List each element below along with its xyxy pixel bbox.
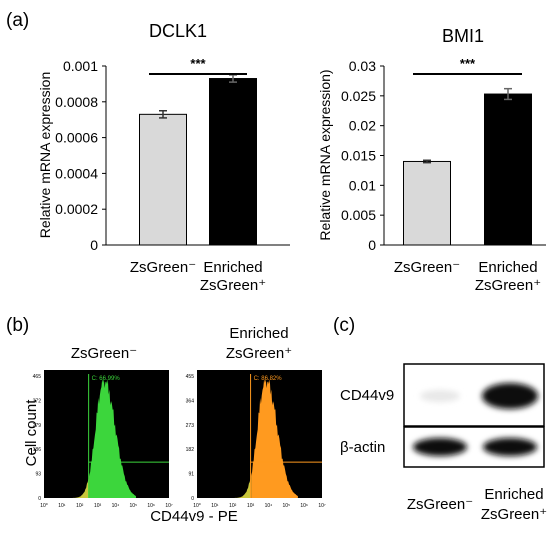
flow-y-tick-label: 182 — [186, 447, 195, 453]
x-tick-label: Enriched — [203, 259, 262, 276]
significance-label: *** — [460, 56, 476, 71]
bar — [209, 78, 257, 246]
flow-title: Enriched — [229, 325, 288, 342]
flow-histogram-enriched-zsgreen-positive: Enriched ZsGreen⁺ C: 86.82% 0 91 182 273 364 455… — [186, 325, 326, 509]
cd44v9-band-enriched — [482, 383, 538, 409]
flow-histogram-ungated — [71, 474, 90, 498]
flow-y-tick-label: 91 — [188, 472, 194, 478]
y-tick-label: 0.0008 — [55, 94, 98, 110]
blot-row-label: β-actin — [340, 439, 385, 456]
y-axis-label: Relative mRNA expression) — [317, 69, 333, 240]
x-tick-label: Enriched — [478, 259, 537, 276]
x-tick-label: ZsGreen⁺ — [200, 277, 266, 294]
flow-y-tick-label: 372 — [33, 398, 42, 404]
blot-lane-label: ZsGreen⁻ — [407, 496, 473, 513]
flow-x-tick-label: 10⁰ — [193, 503, 201, 509]
x-tick-label: ZsGreen⁻ — [394, 259, 460, 276]
blot-lane-label: ZsGreen⁺ — [481, 506, 547, 523]
flow-x-tick-label: 10³ — [94, 503, 102, 509]
y-tick-label: 0.025 — [341, 88, 376, 104]
flow-x-tick-label: 10⁴ — [112, 503, 120, 509]
bmi1-bar-chart: BMI1 Relative mRNA expression) 0 0.005 0.01 0… — [317, 26, 546, 294]
flow-histogram-gated — [251, 378, 298, 498]
panel-label-c: (c) — [333, 315, 355, 336]
y-axis-label: Relative mRNA expression — [37, 72, 53, 239]
gate-percentage-label: C: 66.99% — [92, 376, 121, 382]
bar — [484, 93, 532, 246]
gate-percentage-label: C: 86.82% — [254, 376, 283, 382]
flow-x-axis-label: CD44v9 - PE — [150, 508, 238, 525]
flow-cytometry-panel: Cell count CD44v9 - PE ZsGreen⁻ C: 66.99%… — [23, 325, 326, 525]
flow-y-tick-label: 186 — [33, 447, 42, 453]
significance-label: *** — [190, 56, 206, 71]
flow-y-tick-label: 465 — [33, 374, 42, 380]
flow-x-tick-label: 10⁴ — [265, 503, 273, 509]
flow-x-tick-label: 10⁰ — [40, 503, 48, 509]
flow-y-tick-label: 364 — [186, 398, 195, 404]
y-tick-label: 0.005 — [341, 207, 376, 223]
y-tick-label: 0.001 — [63, 58, 98, 74]
flow-y-axis-label: Cell count — [23, 399, 40, 467]
panel-label-a: (a) — [6, 10, 29, 31]
bar — [139, 113, 187, 246]
x-tick-label: ZsGreen⁺ — [475, 277, 541, 294]
y-tick-label: 0.015 — [341, 148, 376, 164]
flow-x-tick-label: 10⁶ — [147, 503, 155, 509]
y-tick-label: 0.0002 — [55, 201, 98, 217]
x-tick-label: ZsGreen⁻ — [130, 259, 196, 276]
actin-band-enriched — [483, 438, 537, 456]
flow-y-tick-label: 455 — [186, 374, 195, 380]
flow-x-tick-label: 10⁵ — [129, 503, 137, 509]
flow-x-tick-label: 10¹ — [58, 503, 66, 509]
chart-title: BMI1 — [442, 26, 484, 46]
western-blot-panel: CD44v9 β-actin ZsGreen⁻ Enriched ZsGreen⁺ — [340, 363, 547, 523]
blot-lane-label: Enriched — [484, 486, 543, 503]
y-tick-label: 0.01 — [349, 177, 376, 193]
flow-title: ZsGreen⁺ — [226, 345, 292, 362]
y-tick-label: 0 — [368, 237, 376, 253]
y-tick-label: 0.03 — [349, 58, 376, 74]
flow-y-tick-label: 273 — [186, 423, 195, 429]
y-tick-label: 0 — [90, 237, 98, 253]
flow-x-tick-label: 10¹ — [211, 503, 219, 509]
flow-x-tick-label: 10⁷ — [165, 503, 173, 509]
panel-label-b: (b) — [6, 315, 29, 336]
blot-row-label: CD44v9 — [340, 387, 394, 404]
flow-title: ZsGreen⁻ — [71, 345, 137, 362]
flow-y-tick-label: 0 — [38, 496, 41, 502]
y-tick-label: 0.02 — [349, 118, 376, 134]
y-tick-label: 0.0004 — [55, 165, 98, 181]
flow-x-tick-label: 10² — [229, 503, 237, 509]
dclk1-bar-chart: DCLK1 Relative mRNA expression 0 0.0002 0.00… — [37, 21, 290, 294]
y-tick-label: 0.0006 — [55, 130, 98, 146]
bar — [403, 160, 451, 246]
actin-band-negative — [413, 438, 467, 456]
flow-histogram-zsgreen-negative: ZsGreen⁻ C: 66.99% 0 93 186 279 372 465 10⁰ 10¹ 10… — [33, 345, 173, 509]
flow-y-tick-label: 279 — [33, 423, 42, 429]
chart-title: DCLK1 — [149, 21, 207, 41]
flow-x-tick-label: 10³ — [247, 503, 255, 509]
flow-x-tick-label: 10⁶ — [300, 503, 308, 509]
flow-histogram-gated — [89, 378, 136, 498]
flow-x-tick-label: 10⁵ — [282, 503, 290, 509]
flow-x-tick-label: 10⁷ — [318, 503, 326, 509]
flow-y-tick-label: 93 — [35, 472, 41, 478]
flow-histogram-ungated — [233, 474, 252, 498]
cd44v9-band-negative — [420, 390, 460, 402]
flow-x-tick-label: 10² — [76, 503, 84, 509]
flow-y-tick-label: 0 — [191, 496, 194, 502]
